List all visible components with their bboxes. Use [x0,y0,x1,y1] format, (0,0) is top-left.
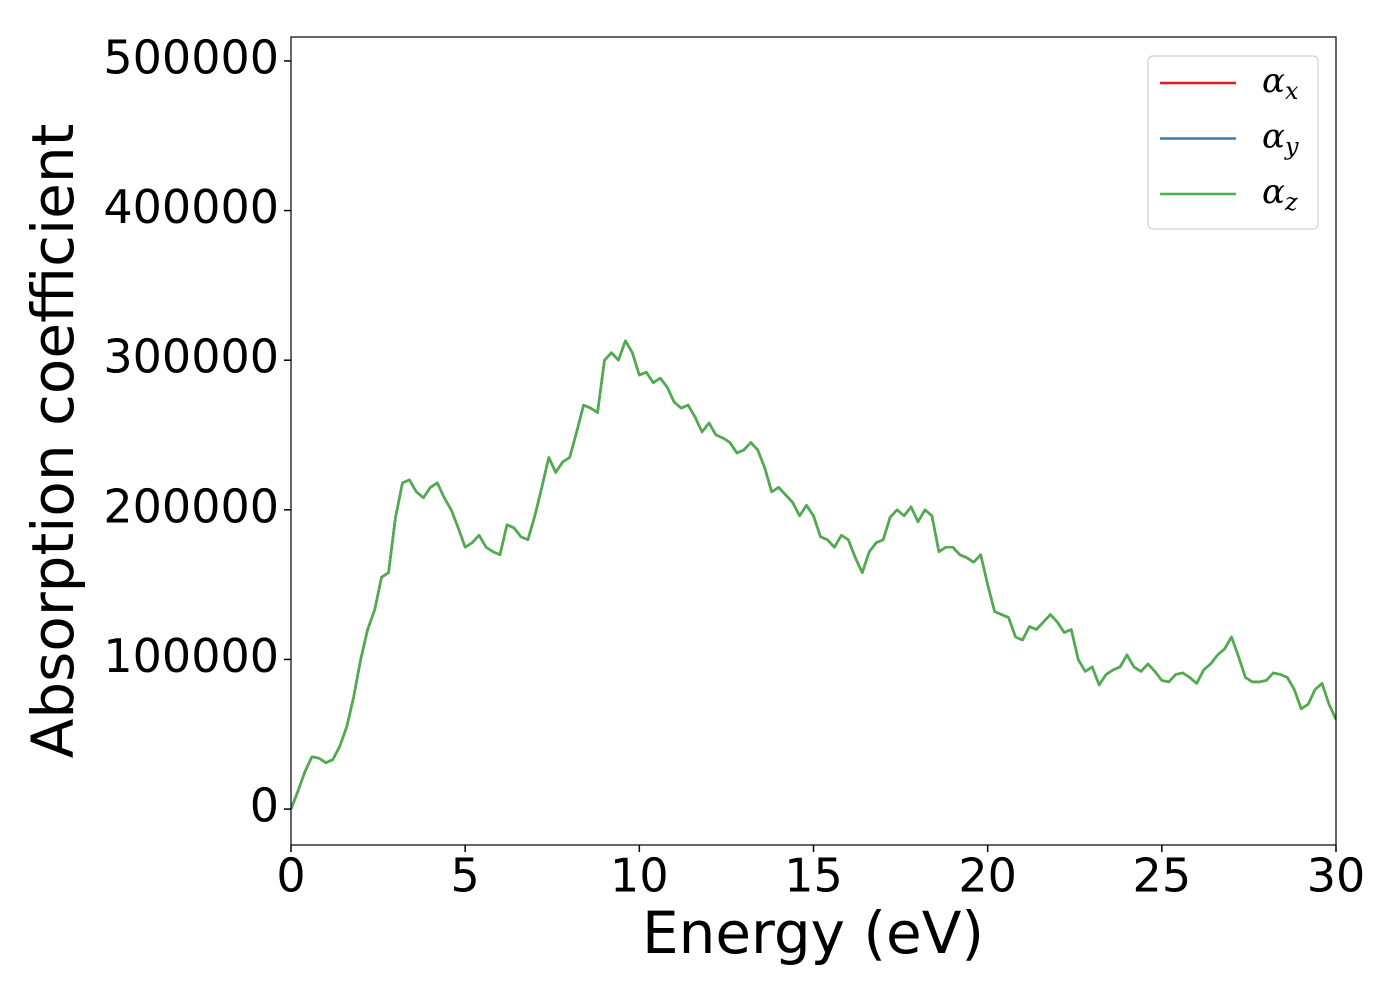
legend-box [1147,55,1319,230]
y-tick-label: 400000 [103,180,279,234]
legend-label: αx [1262,61,1299,105]
x-tick-label: 10 [610,849,669,903]
y-tick-label: 200000 [103,479,279,533]
x-tick-label: 20 [958,849,1017,903]
x-axis-label: Energy (eV) [642,899,984,967]
plot-frame [290,36,1337,846]
x-tick-label: 15 [784,849,843,903]
x-tick-label: 5 [451,849,480,903]
y-tick-label: 300000 [103,330,279,384]
data-line [291,339,1336,810]
y-axis-label: Absorption coefficient [19,124,87,759]
y-tick-label: 0 [250,779,279,833]
legend-label: αy [1262,117,1299,161]
data-line [291,339,1336,810]
data-line [291,339,1336,810]
legend-label: αz [1262,172,1298,216]
y-tick-label: 100000 [103,629,279,683]
x-tick-label: 0 [276,849,305,903]
x-tick-label: 30 [1307,849,1366,903]
x-tick-label: 25 [1133,849,1192,903]
y-tick-label: 500000 [103,30,279,84]
